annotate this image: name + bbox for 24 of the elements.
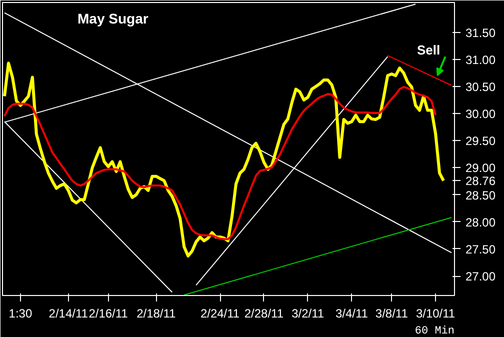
x-tick-label: 2/18/11	[136, 306, 176, 320]
y-tick-label: 31.50	[466, 26, 496, 40]
y-tick-label: 27.50	[466, 242, 496, 256]
x-tick-label: 2/28/11	[244, 306, 284, 320]
x-tick-label: 3/4/11	[335, 306, 368, 320]
y-tick-label: 28.00	[466, 215, 496, 230]
y-tick-label: 28.50	[466, 188, 496, 202]
x-tick-label: 3/2/11	[292, 306, 324, 320]
x-tick-label: 2/14/11	[48, 306, 88, 320]
text: May Sugar	[78, 10, 149, 26]
x-tick-label: 1:30	[8, 306, 32, 320]
text: 60 Min	[414, 326, 455, 337]
x-tick-label: 2/16/11	[88, 306, 128, 320]
y-tick-label: 28.76	[466, 174, 496, 188]
y-tick-label: 29.00	[466, 161, 496, 176]
y-tick-label: 30.50	[466, 80, 496, 94]
y-tick-label: 29.50	[466, 134, 496, 148]
y-tick-label: 30.00	[466, 107, 496, 122]
x-tick-label: 2/24/11	[200, 306, 240, 320]
x-tick-label: 3/10/11	[416, 306, 456, 320]
x-tick-label: 3/8/11	[375, 306, 408, 320]
y-tick-label: 31.00	[466, 52, 496, 67]
y-tick-label: 27.00	[466, 270, 496, 284]
annotation: Sell	[416, 42, 440, 58]
